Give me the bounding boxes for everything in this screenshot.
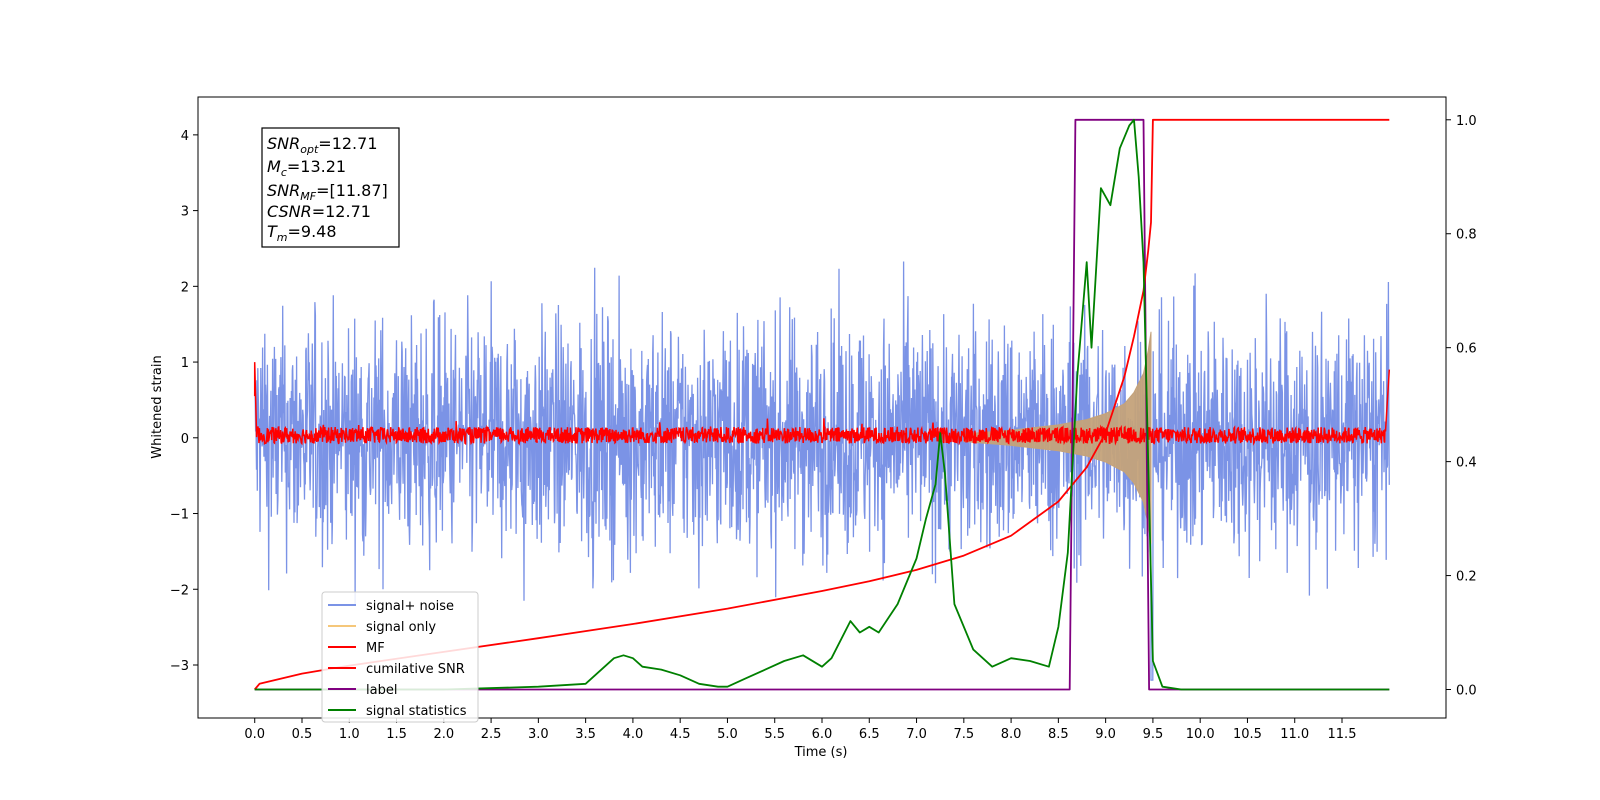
annotation-snr-mf: SNRMF=[11.87] (267, 181, 388, 203)
y-right-tick-label: 1.0 (1456, 114, 1477, 129)
y-left-tick-label: −3 (170, 659, 189, 674)
annotation-mc: Mc=13.21 (267, 157, 346, 179)
x-tick-label: 0.0 (244, 727, 265, 742)
legend-label-csnr: cumilative SNR (366, 662, 465, 677)
legend: signal+ noise signal only MF cumilative … (321, 591, 479, 723)
x-axis-label: Time (s) (794, 745, 848, 760)
series-layer (253, 118, 1391, 691)
x-tick-label: 2.5 (481, 727, 502, 742)
x-tick-label: 3.5 (575, 727, 596, 742)
series-mf (253, 362, 1391, 446)
legend-label-label: label (366, 683, 397, 698)
x-tick-label: 10.0 (1186, 727, 1215, 742)
plot-area (197, 96, 1447, 719)
x-tick-label: 2.0 (433, 727, 454, 742)
x-tick-label: 4.0 (623, 727, 644, 742)
x-tick-label: 11.5 (1328, 727, 1357, 742)
legend-label-signal: signal only (366, 620, 436, 635)
y-right-tick-label: 0.4 (1456, 456, 1477, 471)
y-right-tick-label: 0.2 (1456, 570, 1477, 585)
legend-label-noise: signal+ noise (366, 599, 454, 614)
y-right-tick-label: 0.6 (1456, 342, 1477, 357)
x-tick-label: 1.0 (339, 727, 360, 742)
legend-label-stats: signal statistics (366, 704, 467, 719)
x-tick-label: 6.5 (859, 727, 880, 742)
y-left-tick-label: −2 (170, 583, 189, 598)
x-tick-label: 6.0 (812, 727, 833, 742)
y-axis-left: −3 −2 −1 0 1 2 3 4 (170, 129, 198, 674)
x-tick-label: 5.5 (764, 727, 785, 742)
annotation-frame (261, 127, 400, 248)
x-tick-label: 9.0 (1095, 727, 1116, 742)
x-tick-label: 7.5 (953, 727, 974, 742)
series-signal-noise (254, 261, 1390, 681)
x-tick-label: 3.0 (528, 727, 549, 742)
y-axis-label-left: Whitened strain (150, 355, 165, 458)
y-left-tick-label: 3 (181, 205, 189, 220)
y-left-tick-label: 2 (181, 280, 189, 295)
x-axis: 0.0 0.5 1.0 1.5 2.0 2.5 3.0 3.5 4.0 4.5 5.0 5.5 6.0 6… (244, 718, 1356, 742)
y-left-tick-label: 0 (181, 432, 189, 447)
x-tick-label: 8.5 (1048, 727, 1069, 742)
x-tick-label: 9.5 (1143, 727, 1164, 742)
y-right-tick-label: 0.0 (1456, 684, 1477, 699)
x-tick-label: 1.5 (386, 727, 407, 742)
y-right-tick-label: 0.8 (1456, 228, 1477, 243)
annotation-csnr: CSNR=12.71 (267, 202, 371, 221)
annotation-snr-opt: SNRopt=12.71 (267, 134, 378, 156)
legend-frame (321, 591, 479, 723)
x-tick-label: 0.5 (292, 727, 313, 742)
x-tick-label: 8.0 (1001, 727, 1022, 742)
annotation-tm: Tm=9.48 (267, 222, 337, 244)
x-tick-label: 5.0 (717, 727, 738, 742)
annotation-box: SNRopt=12.71 Mc=13.21 SNRMF=[11.87] CSNR… (261, 127, 400, 248)
x-tick-label: 7.0 (906, 727, 927, 742)
y-left-tick-label: 1 (181, 356, 189, 371)
y-left-tick-label: 4 (181, 129, 189, 144)
x-tick-label: 4.5 (670, 727, 691, 742)
y-axis-right: 0.0 0.2 0.4 0.6 0.8 1.0 (1446, 114, 1477, 699)
y-left-tick-label: −1 (170, 508, 189, 523)
series-signal-statistics (254, 118, 1390, 691)
x-tick-label: 10.5 (1233, 727, 1262, 742)
legend-label-mf: MF (366, 641, 385, 656)
x-tick-label: 11.0 (1280, 727, 1309, 742)
